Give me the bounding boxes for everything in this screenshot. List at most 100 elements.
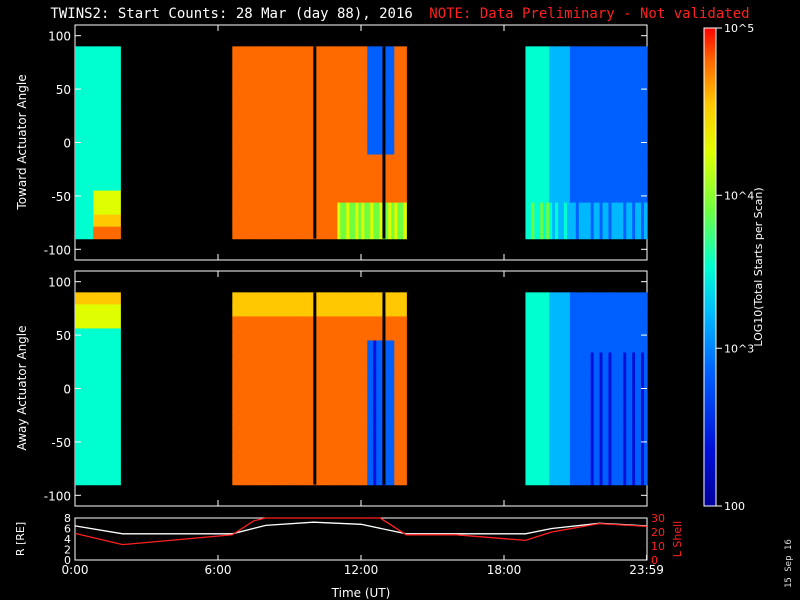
heatmap-cell — [259, 214, 263, 228]
heatmap-cell — [78, 46, 82, 59]
heatmap-cell — [623, 460, 627, 474]
heatmap-cell — [81, 82, 85, 96]
heatmap-cell — [343, 472, 347, 486]
heatmap-cell — [558, 46, 562, 59]
heatmap-cell — [584, 94, 589, 108]
heatmap-cell — [546, 364, 550, 378]
heatmap-cell — [540, 364, 544, 378]
heatmap-cell — [364, 46, 368, 59]
heatmap-cell — [587, 448, 592, 462]
heatmap-cell — [114, 82, 118, 96]
heatmap-cell — [271, 94, 275, 108]
heatmap-cell — [301, 316, 305, 330]
heatmap-cell — [376, 154, 380, 168]
heatmap-cell — [349, 376, 353, 390]
heatmap-cell — [271, 202, 275, 216]
heatmap-cell — [641, 178, 645, 192]
heatmap-cell — [540, 388, 544, 402]
heatmap-cell — [331, 292, 335, 305]
heatmap-cell — [569, 412, 574, 426]
heatmap-cell — [370, 424, 374, 438]
heatmap-cell — [316, 118, 320, 132]
heatmap-cell — [247, 436, 251, 450]
heatmap-cell — [346, 142, 350, 156]
heatmap-cell — [602, 142, 607, 156]
heatmap-cell — [99, 340, 103, 354]
heatmap-cell — [307, 316, 311, 330]
heatmap-cell — [358, 304, 362, 317]
heatmap-cell — [343, 166, 347, 180]
heatmap-cell — [626, 340, 630, 354]
heatmap-cell — [587, 388, 592, 402]
heatmap-cell — [81, 118, 85, 132]
heatmap-cell — [558, 106, 562, 120]
heatmap-cell — [346, 328, 350, 342]
heatmap-cell — [531, 412, 535, 426]
heatmap-cell — [319, 460, 323, 474]
heatmap-cell — [546, 226, 550, 240]
heatmap-cell — [337, 364, 341, 378]
heatmap-cell — [400, 178, 404, 192]
heatmap-cell — [587, 400, 592, 414]
heatmap-cell — [292, 214, 296, 228]
heatmap-cell — [334, 70, 338, 84]
heatmap-cell — [108, 190, 112, 204]
heatmap-cell — [614, 70, 618, 84]
heatmap-cell — [558, 400, 562, 414]
heatmap-cell — [629, 106, 633, 120]
heatmap-cell — [632, 46, 636, 59]
heatmap-cell — [274, 460, 278, 474]
heatmap-cell — [620, 424, 624, 438]
heatmap-cell — [304, 82, 308, 96]
heatmap-cell — [528, 436, 532, 450]
heatmap-cell — [602, 472, 607, 486]
heatmap-cell — [75, 118, 79, 132]
heatmap-cell — [250, 46, 254, 59]
heatmap-cell — [578, 376, 583, 390]
heatmap-cell — [403, 94, 407, 108]
heatmap-cell — [540, 214, 544, 228]
heatmap-cell — [370, 412, 374, 426]
heatmap-cell — [256, 106, 260, 120]
heatmap-cell — [629, 316, 633, 330]
heatmap-cell — [331, 202, 335, 216]
heatmap-cell — [232, 364, 236, 378]
heatmap-cell — [87, 178, 91, 192]
heatmap-cell — [337, 226, 341, 240]
heatmap-cell — [632, 400, 636, 414]
heatmap-cell — [334, 424, 338, 438]
heatmap-cell — [376, 460, 380, 474]
heatmap-cell — [394, 178, 398, 192]
heatmap-cell — [331, 82, 335, 96]
heatmap-cell — [385, 460, 389, 474]
heatmap-cell — [340, 166, 344, 180]
data-dropout-line — [313, 292, 317, 485]
heatmap-cell — [235, 316, 239, 330]
heatmap-cell — [331, 94, 335, 108]
heatmap-cell — [235, 472, 239, 486]
heatmap-cell — [298, 424, 302, 438]
heatmap-cell — [268, 328, 272, 342]
heatmap-cell — [289, 472, 293, 486]
heatmap-cell — [111, 436, 115, 450]
heatmap-cell — [301, 214, 305, 228]
heatmap-cell — [325, 202, 329, 216]
heatmap-cell — [543, 82, 547, 96]
heatmap-cell — [641, 130, 645, 144]
heatmap-cell — [587, 424, 592, 438]
heatmap-cell — [90, 364, 94, 378]
heatmap-cell — [280, 190, 284, 204]
heatmap-cell — [117, 166, 121, 180]
heatmap-cell — [596, 58, 601, 71]
heatmap-cell — [75, 388, 79, 402]
heatmap-cell — [370, 226, 374, 240]
heatmap-cell — [316, 460, 320, 474]
heatmap-cell — [99, 82, 103, 96]
heatmap-cell — [319, 166, 323, 180]
heatmap-cell — [620, 472, 624, 486]
heatmap-cell — [525, 292, 530, 305]
heatmap-cell — [590, 214, 595, 228]
heatmap-cell — [235, 340, 239, 354]
heatmap-cell — [117, 70, 121, 84]
heatmap-cell — [343, 448, 347, 462]
